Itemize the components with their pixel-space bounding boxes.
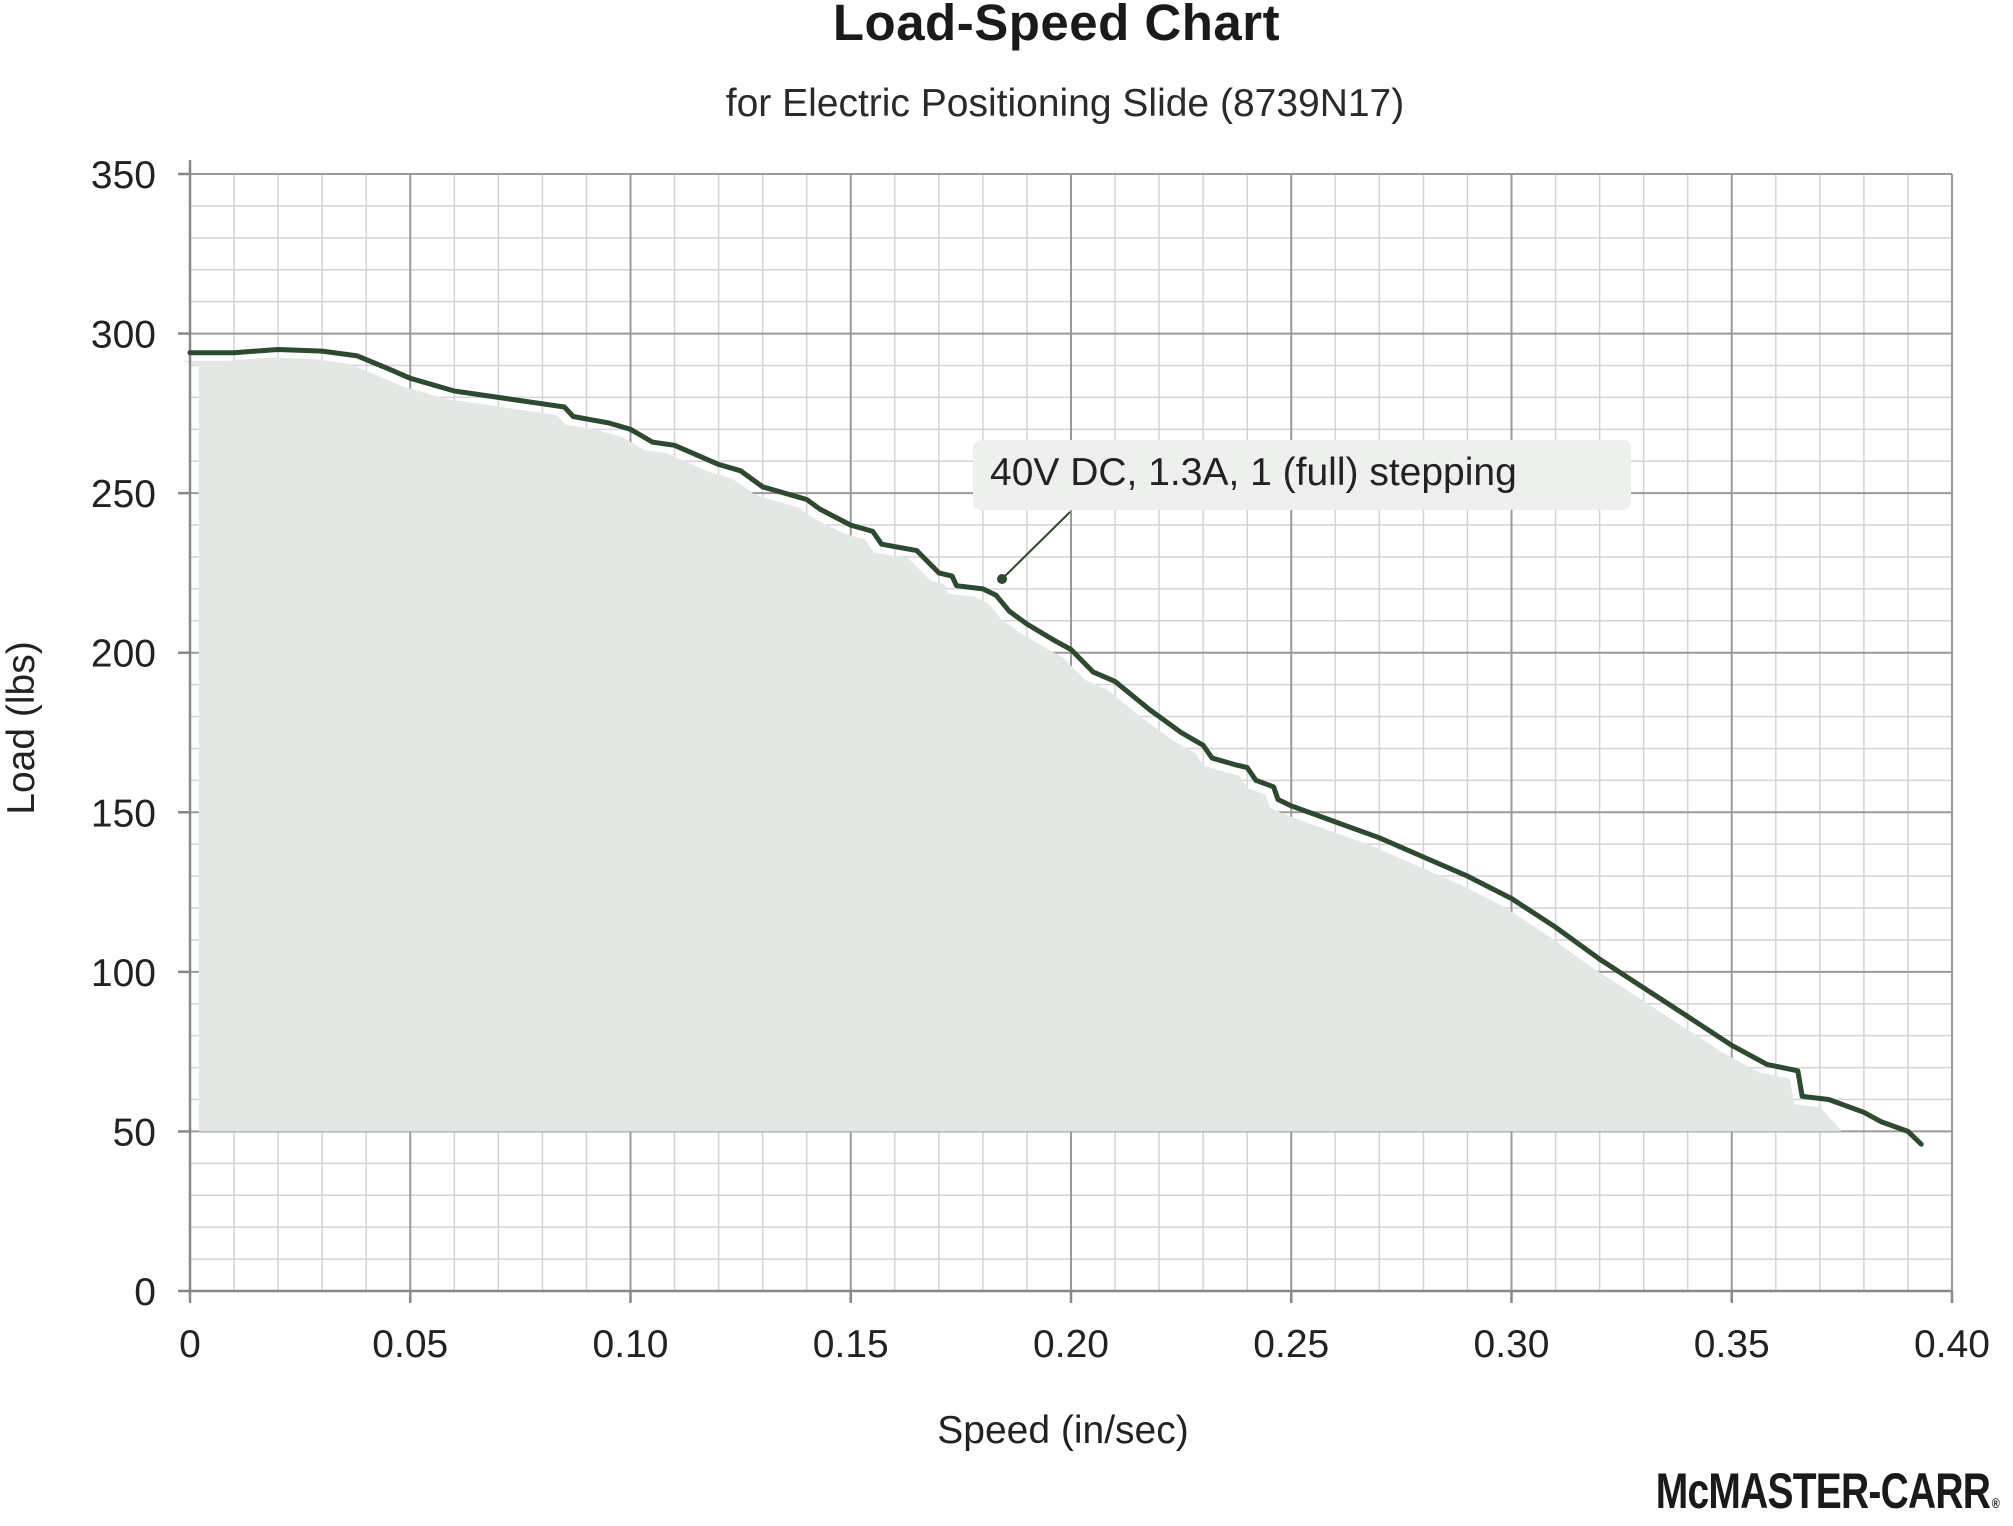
shaded-area xyxy=(182,357,1842,1132)
axes: 0 0.05 0.10 0.15 0.20 0.25 0.30 0.35 0.40 0 50 100 1… xyxy=(91,154,1990,1366)
x-tick-label: 0.05 xyxy=(372,1323,448,1366)
chart-title: Load-Speed Chart xyxy=(832,0,1281,51)
chart-subtitle: for Electric Positioning Slide (8739N17) xyxy=(725,82,1405,125)
brand-registered-mark: ® xyxy=(1991,1495,2000,1511)
annotation-dot xyxy=(997,574,1007,584)
brand-logo: McMASTER-CARR ® xyxy=(1655,1462,2000,1520)
x-tick-label: 0.40 xyxy=(1914,1323,1990,1366)
y-tick-label: 200 xyxy=(91,633,156,676)
annotation-text: 40V DC, 1.3A, 1 (full) stepping xyxy=(990,451,1517,494)
y-tick-label: 350 xyxy=(91,154,156,197)
y-tick-label: 100 xyxy=(91,952,156,995)
x-tick-label: 0 xyxy=(179,1323,201,1366)
x-tick-label: 0.30 xyxy=(1474,1323,1550,1366)
annotation-leader xyxy=(1001,511,1071,580)
y-axis-label: Load (lbs) xyxy=(0,641,43,814)
y-tick-label: 50 xyxy=(113,1111,156,1154)
x-tick-label: 0.15 xyxy=(813,1323,889,1366)
x-tick-label: 0.35 xyxy=(1694,1323,1770,1366)
x-tick-label: 0.10 xyxy=(593,1323,669,1366)
y-tick-label: 300 xyxy=(91,314,156,357)
series-line xyxy=(187,347,1924,1147)
annotation-box xyxy=(973,440,1631,510)
y-tick-label: 150 xyxy=(91,792,156,835)
y-tick-label: 0 xyxy=(134,1271,156,1314)
x-axis-label: Speed (in/sec) xyxy=(937,1409,1188,1452)
y-tick-label: 250 xyxy=(91,473,156,516)
brand-name: McMASTER-CARR xyxy=(1655,1463,1991,1519)
annotation: 40V DC, 1.3A, 1 (full) stepping xyxy=(973,440,1631,584)
x-tick-label: 0.20 xyxy=(1033,1323,1109,1366)
x-tick-label: 0.25 xyxy=(1253,1323,1329,1366)
